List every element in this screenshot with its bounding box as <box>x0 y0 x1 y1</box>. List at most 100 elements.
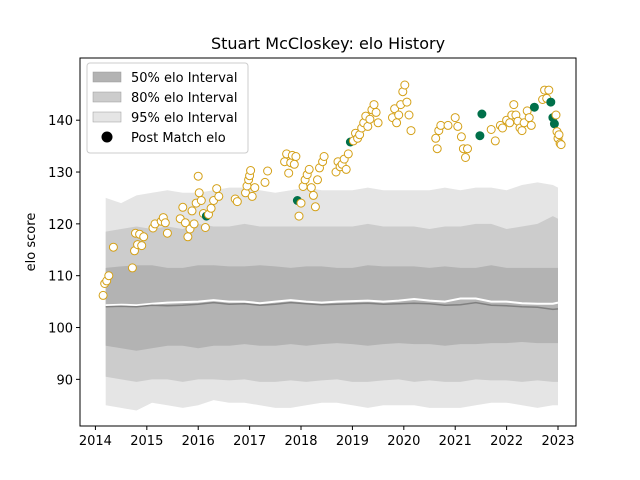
post-match-point <box>343 149 353 159</box>
legend-items: 50% elo Interval 80% elo Interval 95% elo … <box>92 71 238 146</box>
post-match-point <box>400 80 410 90</box>
post-match-point <box>160 218 170 228</box>
x-tick-label: 2014 <box>79 434 112 449</box>
post-match-point <box>551 110 561 120</box>
post-match-point <box>443 120 453 130</box>
post-match-point <box>304 164 314 174</box>
post-match-point <box>453 121 463 131</box>
post-match-point <box>206 203 216 213</box>
post-match-point <box>193 171 203 181</box>
post-match-point <box>247 191 257 201</box>
post-match-point <box>313 175 322 185</box>
x-tick-label: 2022 <box>490 434 523 449</box>
median-line <box>105 301 559 311</box>
post-match-point <box>137 241 147 251</box>
post-match-point <box>189 219 199 229</box>
post-match-point <box>232 197 242 207</box>
x-axis-ticks: 2014 2015 2016 2017 2018 2019 2020 2021 2022 2023 <box>79 426 575 449</box>
x-tick-label: 2020 <box>387 434 420 449</box>
post-match-point <box>431 133 441 143</box>
post-match-point <box>450 113 460 123</box>
x-tick-label: 2019 <box>336 434 369 449</box>
legend-label: 50% elo Interval <box>131 71 238 86</box>
y-tick-label: 130 <box>48 166 73 181</box>
chart-title: Stuart McCloskey: elo History <box>211 34 445 53</box>
post-match-point <box>214 191 224 201</box>
axes-frame <box>79 57 577 427</box>
band-50-interval <box>105 265 558 351</box>
legend-swatch-band50 <box>92 71 122 83</box>
post-match-point <box>294 211 304 221</box>
y-axis-ticks: 90 100 110 120 130 140 <box>48 114 80 388</box>
post-match-point <box>291 152 301 161</box>
post-match-point <box>392 118 402 128</box>
x-tick-label: 2021 <box>439 434 472 449</box>
post-match-point <box>310 202 320 212</box>
plot-area <box>98 80 566 411</box>
y-tick-label: 90 <box>56 373 73 388</box>
x-tick-label: 2023 <box>541 434 574 449</box>
post-match-point <box>284 168 294 178</box>
mean-line <box>105 297 559 307</box>
post-match-point <box>187 206 197 216</box>
post-match-point <box>180 218 190 228</box>
legend-swatch-point <box>101 131 113 143</box>
post-match-point-win <box>529 102 539 112</box>
post-match-point <box>263 166 273 176</box>
x-tick-label: 2018 <box>284 434 317 449</box>
x-tick-label: 2016 <box>182 434 215 449</box>
legend-box <box>86 62 249 154</box>
post-match-point <box>260 177 270 187</box>
post-match-point <box>461 153 470 162</box>
post-match-point <box>289 159 299 169</box>
post-match-point <box>406 126 416 136</box>
post-match-point <box>505 118 515 128</box>
post-match-point <box>526 120 536 130</box>
post-match-point <box>554 130 564 140</box>
post-match-point <box>432 144 442 154</box>
center-lines <box>105 297 559 311</box>
post-match-point <box>178 202 188 212</box>
post-match-point <box>183 232 193 242</box>
post-match-point <box>517 126 527 136</box>
legend-swatch-band95 <box>92 111 122 123</box>
post-match-point <box>200 223 210 232</box>
post-match-point <box>104 271 114 281</box>
post-match-point <box>162 228 172 238</box>
post-match-point <box>319 152 329 161</box>
post-match-point <box>212 184 222 194</box>
post-match-point <box>373 118 383 128</box>
post-match-point <box>456 132 466 142</box>
post-match-point <box>394 110 404 120</box>
post-match-point <box>556 140 566 150</box>
post-match-point <box>196 196 206 205</box>
post-match-point-win <box>549 119 559 129</box>
y-tick-label: 110 <box>48 270 73 285</box>
post-match-point <box>308 190 318 200</box>
legend: 50% elo Interval 80% elo Interval 95% elo … <box>86 62 249 154</box>
post-match-point <box>486 125 496 134</box>
post-match-point <box>296 198 306 208</box>
post-match-point <box>306 183 316 193</box>
legend-swatch-band80 <box>92 91 122 103</box>
post-match-point <box>139 232 149 242</box>
post-match-points <box>98 80 566 300</box>
legend-label: 80% elo Interval <box>131 91 238 106</box>
post-match-point <box>127 263 137 273</box>
post-match-point <box>544 85 554 95</box>
x-tick-label: 2017 <box>233 434 266 449</box>
post-match-point <box>369 100 379 110</box>
post-match-point <box>250 183 260 193</box>
post-match-point <box>246 166 256 175</box>
interval-bands <box>105 182 558 411</box>
post-match-point-win <box>546 97 556 107</box>
post-match-point <box>341 164 351 174</box>
y-axis-label: elo score <box>24 213 39 272</box>
post-match-point <box>509 100 519 110</box>
post-match-point <box>498 123 507 133</box>
post-match-point <box>98 290 108 300</box>
post-match-point <box>402 97 412 107</box>
post-match-point <box>108 242 118 252</box>
post-match-point <box>524 113 534 123</box>
